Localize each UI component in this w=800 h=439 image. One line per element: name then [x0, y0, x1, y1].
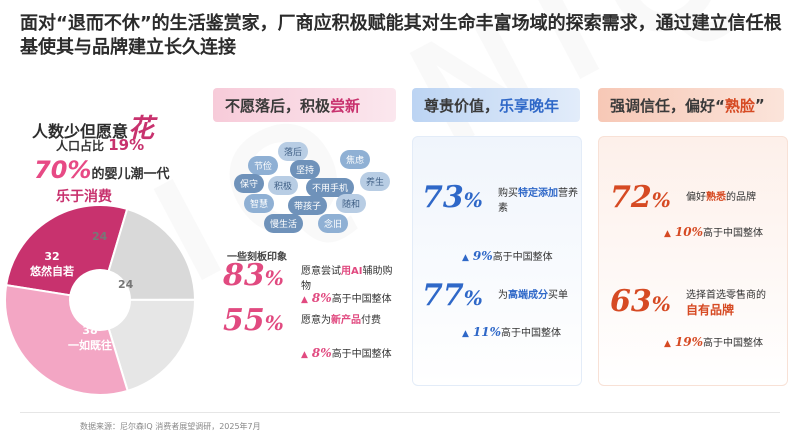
tag: 带孩子 — [288, 196, 328, 215]
up-arrow-icon: ▲ — [664, 339, 671, 349]
donut-label-4: 38 一如既往 — [68, 324, 112, 352]
footer-divider — [20, 412, 780, 413]
tag: 念旧 — [318, 214, 349, 233]
stat-ai-shopping: 83% 愿意尝试用AI辅助购物 — [223, 258, 393, 293]
tag: 焦虑 — [340, 150, 371, 169]
donut-label-3: 24 — [118, 278, 134, 291]
tag: 随和 — [336, 194, 367, 213]
donut-label-1: 32 悠然自若 — [30, 250, 74, 278]
column-try-new: 不愿落后，积极 尝新 落后 节俭 坚持 焦虑 保守 积极 不用手机 养生 智慧 带… — [213, 88, 398, 388]
column-trust-header: 强调信任，偏好“ 熟脸” — [598, 88, 784, 122]
column-try-new-header: 不愿落后，积极 尝新 — [213, 88, 396, 122]
column-trust: 强调信任，偏好“ 熟脸” 72% 偏好熟悉的品牌 ▲ 10%高于中国整体 63% 选… — [598, 88, 788, 388]
up-arrow-icon: ▲ — [664, 229, 671, 239]
stat-new-product: 55% 愿意为新产品付费 — [223, 303, 381, 338]
stat-premium-ingredient: 77% 为高端成分买单 — [422, 278, 568, 313]
up-arrow-icon: ▲ — [462, 329, 469, 339]
tag: 养生 — [360, 172, 391, 191]
boomer-share: 70%的婴儿潮一代 — [34, 156, 170, 184]
population-share: 人口占比 19% — [56, 136, 145, 154]
tag: 不用手机 — [306, 178, 355, 197]
tag: 节俭 — [248, 156, 279, 175]
stat-familiar-brand: 72% 偏好熟悉的品牌 — [610, 180, 756, 215]
column-premium-value-body — [412, 136, 582, 386]
stereotype-word-cloud: 落后 节俭 坚持 焦虑 保守 积极 不用手机 养生 智慧 带孩子 随和 慢生活 … — [218, 136, 398, 241]
up-arrow-icon: ▲ — [301, 350, 308, 360]
tag: 积极 — [268, 176, 299, 195]
stat-familiar-brand-compare: ▲ 10%高于中国整体 — [664, 225, 764, 239]
tag: 慢生活 — [264, 214, 304, 233]
stat-private-label: 63% 选择首选零售商的 自有品牌 — [610, 284, 766, 319]
up-arrow-icon: ▲ — [301, 295, 308, 305]
up-arrow-icon: ▲ — [462, 253, 469, 263]
donut-chart: 32 悠然自若 24 24 38 一如既往 — [0, 200, 200, 400]
stat-nutrients-compare: ▲ 9%高于中国整体 — [462, 249, 553, 263]
page-title: 面对“退而不休”的生活鉴赏家，厂商应积极赋能其对生命丰富场域的探索需求，通过建立… — [20, 13, 782, 58]
donut-segment — [107, 298, 197, 393]
enjoy-spending: 乐于消费 — [56, 189, 112, 205]
stat-ai-compare: ▲ 8%高于中国整体 — [301, 291, 392, 305]
stat-premium-ingredient-compare: ▲ 11%高于中国整体 — [462, 325, 562, 339]
stat-new-product-compare: ▲ 8%高于中国整体 — [301, 346, 392, 360]
headline-spend: 人数少但愿意花 — [32, 114, 155, 144]
tag: 坚持 — [290, 160, 321, 179]
tag: 保守 — [234, 174, 265, 193]
stat-nutrients: 73% 购买特定添加营养素 — [422, 180, 578, 215]
stat-private-label-compare: ▲ 19%高于中国整体 — [664, 335, 764, 349]
source-note: 数据来源：尼尔森IQ 消费者展望调研，2025年7月 — [80, 422, 261, 431]
column-trust-body — [598, 136, 788, 386]
column-premium-value: 尊贵价值， 乐享晚年 73% 购买特定添加营养素 ▲ 9%高于中国整体 77% 为高… — [412, 88, 582, 388]
column-premium-value-header: 尊贵价值， 乐享晚年 — [412, 88, 580, 122]
donut-label-2: 24 — [92, 230, 108, 243]
left-panel: 人数少但愿意花 人口占比 19% 70%的婴儿潮一代 乐于消费 32 悠然自若 2… — [0, 108, 205, 398]
tag: 落后 — [278, 142, 309, 161]
donut-svg — [4, 204, 197, 396]
tag: 智慧 — [244, 194, 275, 213]
stereotype-caption: 一些刻板印象 — [227, 252, 287, 263]
